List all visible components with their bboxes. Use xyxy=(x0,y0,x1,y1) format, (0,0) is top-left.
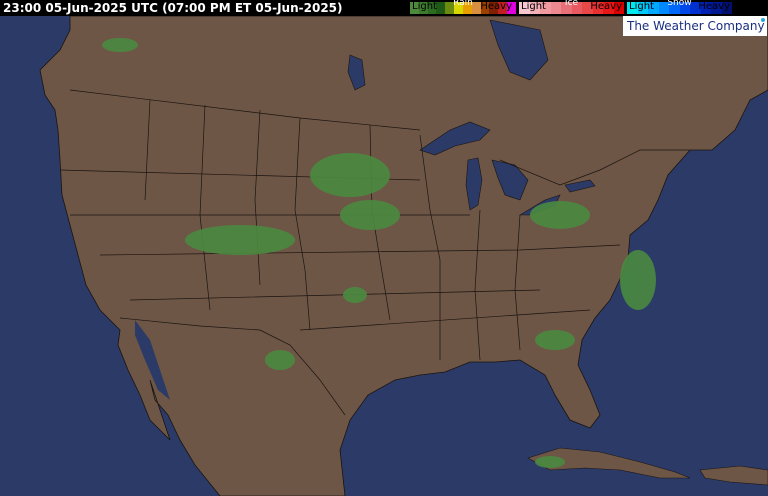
lake-huron xyxy=(491,159,529,201)
legend-ice-label: Ice xyxy=(564,0,579,8)
legend-rain-swatch xyxy=(489,2,499,14)
legend-rain-swatch xyxy=(427,2,437,14)
land-north-america xyxy=(39,15,768,496)
legend-ice-heavy: Heavy xyxy=(590,1,622,12)
legend-snow-swatch xyxy=(690,2,701,14)
legend-rain-swatch xyxy=(507,2,516,14)
state-borders xyxy=(59,89,690,416)
timestamp-title: 23:00 05-Jun-2025 UTC (07:00 PM ET 05-Ju… xyxy=(3,1,343,15)
legend-rain-swatch xyxy=(480,2,490,14)
header-bar: 23:00 05-Jun-2025 UTC (07:00 PM ET 05-Ju… xyxy=(0,0,768,16)
legend-rain-swatch xyxy=(436,2,446,14)
legend-ice-swatch xyxy=(529,2,540,14)
legend-rain-light: Light xyxy=(412,1,437,12)
legend-ice-swatch xyxy=(603,2,614,14)
legend-snow-light: Light xyxy=(629,1,654,12)
legend-snow-swatch xyxy=(711,2,722,14)
cuba xyxy=(527,447,691,479)
legend-rain-swatch xyxy=(462,2,472,14)
hudson-bay-edge xyxy=(489,19,549,81)
precip-appalachia xyxy=(530,201,590,229)
legend-rain-swatch xyxy=(445,2,455,14)
legend-ice-swatch xyxy=(613,2,624,14)
legend-rain-swatch xyxy=(471,2,481,14)
precip-colorado xyxy=(185,225,295,255)
legend-rain-swatch xyxy=(418,2,428,14)
precip-oklahoma xyxy=(343,287,367,303)
precip-montana xyxy=(102,38,138,52)
legend-snow-swatch xyxy=(658,2,669,14)
border-mexico xyxy=(119,317,346,416)
logo-dot-icon xyxy=(761,18,765,22)
border-parallels xyxy=(59,169,621,331)
legend-snow: Snow Light Heavy xyxy=(627,0,732,14)
baja-gulf xyxy=(135,320,170,400)
legend-ice-swatch xyxy=(540,2,551,14)
precip-texas xyxy=(265,350,295,370)
precip-georgia xyxy=(535,330,575,350)
legend-ice-swatch xyxy=(582,2,593,14)
precip-dakotas xyxy=(310,153,390,197)
legend-ice-swatch xyxy=(592,2,603,14)
legend-ice: Ice Light Heavy xyxy=(519,0,624,14)
legend-rain-swatch xyxy=(454,2,463,14)
legend-snow-swatch xyxy=(679,2,690,14)
legend-snow-swatch xyxy=(721,2,732,14)
precip-nebraska xyxy=(340,200,400,230)
legend-rain-heavy: Heavy xyxy=(480,1,512,12)
legend-ice-swatch xyxy=(519,2,530,14)
legend-ice-light: Light xyxy=(521,1,546,12)
legend-rain-swatch xyxy=(410,2,419,14)
lake-superior xyxy=(419,121,491,156)
legend-snow-swatch xyxy=(637,2,648,14)
legend-snow-swatch xyxy=(700,2,711,14)
weather-company-logo: The Weather Company xyxy=(623,16,767,36)
legend-rain-swatch xyxy=(498,2,508,14)
legend-rain-label: Rain xyxy=(453,0,473,8)
precip-cuba xyxy=(535,456,565,468)
logo-text: The Weather Company xyxy=(627,19,765,33)
legend-snow-heavy: Heavy xyxy=(698,1,730,12)
lake-ontario xyxy=(564,179,596,193)
lake-winnipeg xyxy=(347,54,366,91)
legend-snow-swatch xyxy=(648,2,659,14)
hispaniola xyxy=(699,465,768,486)
lake-michigan xyxy=(465,157,483,211)
legend-ice-swatch xyxy=(550,2,561,14)
legend-ice-swatch xyxy=(571,2,582,14)
precip-carolina-coast xyxy=(620,250,656,310)
legend-snow-swatch xyxy=(627,2,638,14)
legend-snow-swatch xyxy=(669,2,680,14)
precipitation xyxy=(102,38,656,468)
legend-snow-label: Snow xyxy=(667,0,692,8)
legend-ice-swatch xyxy=(561,2,572,14)
legend-rain: Rain Light Heavy xyxy=(410,0,516,14)
